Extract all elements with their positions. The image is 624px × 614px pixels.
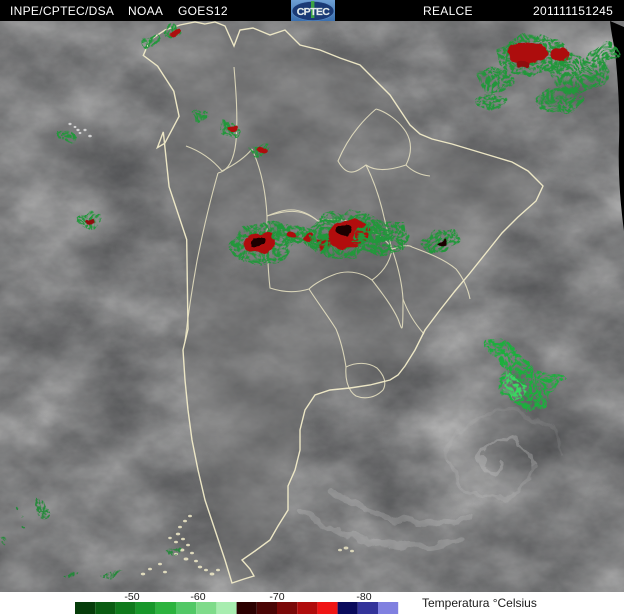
svg-text:Temperatura °Celsius: Temperatura °Celsius	[422, 596, 537, 610]
svg-text:-70: -70	[269, 592, 284, 603]
svg-text:CPTEC: CPTEC	[297, 6, 331, 18]
svg-text:-60: -60	[190, 592, 205, 603]
svg-text:-50: -50	[124, 592, 139, 603]
svg-text:-80: -80	[356, 592, 371, 603]
